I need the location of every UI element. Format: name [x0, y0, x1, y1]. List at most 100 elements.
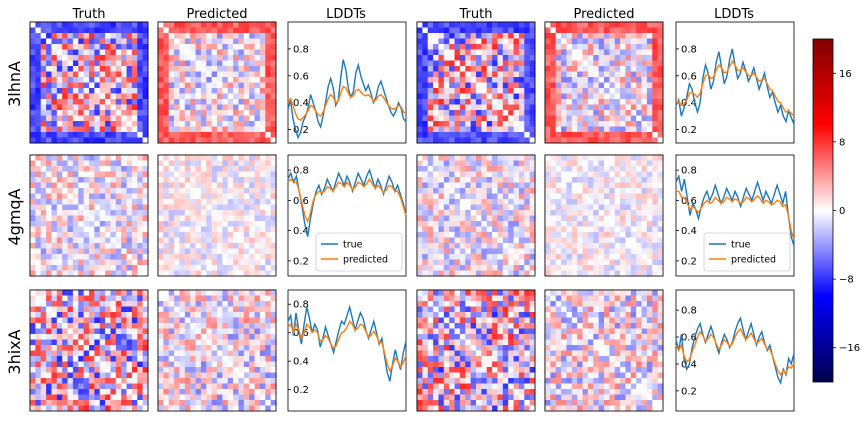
heatmap-cell	[131, 77, 138, 83]
heatmap-cell	[227, 121, 234, 127]
heatmap-cell	[587, 270, 594, 277]
heatmap-cell	[195, 400, 202, 406]
heatmap-cell	[227, 182, 234, 189]
heatmap-cell	[94, 226, 101, 233]
heatmap-cell	[168, 137, 175, 144]
heatmap-cell	[179, 323, 186, 329]
heatmap-cell	[67, 378, 74, 384]
heatmap-cell	[174, 270, 180, 277]
heatmap-cell	[35, 27, 42, 34]
heatmap-cell	[56, 221, 63, 227]
heatmap-cell	[465, 193, 471, 200]
heatmap-cell	[233, 405, 239, 412]
heatmap-cell	[604, 254, 610, 260]
heatmap-cell	[577, 93, 583, 100]
heatmap-cell	[72, 99, 79, 105]
heatmap-cell	[238, 60, 245, 67]
heatmap-cell	[566, 110, 573, 116]
heatmap-cell	[508, 215, 514, 222]
heatmap-cell	[524, 38, 530, 45]
heatmap-cell	[582, 254, 589, 260]
heatmap-cell	[211, 328, 218, 335]
heatmap-cell	[190, 115, 196, 122]
heatmap-cell	[94, 270, 101, 277]
heatmap-cell	[30, 248, 36, 255]
heatmap-cell	[529, 82, 536, 89]
heatmap-cell	[30, 405, 36, 412]
heatmap-cell	[513, 265, 520, 271]
heatmap-cell	[190, 22, 196, 28]
heatmap-cell	[270, 155, 277, 161]
heatmap-cell	[46, 126, 52, 133]
heatmap-cell	[67, 221, 74, 227]
heatmap-cell	[604, 110, 610, 116]
heatmap-cell	[593, 137, 599, 144]
heatmap-cell	[72, 155, 79, 161]
heatmap-cell	[529, 193, 536, 200]
heatmap-cell	[259, 306, 266, 313]
heatmap-cell	[518, 259, 525, 266]
heatmap-cell	[89, 248, 95, 255]
heatmap-cell	[470, 270, 477, 277]
heatmap-cell	[40, 254, 47, 260]
heatmap-cell	[195, 22, 202, 28]
heatmap-cell	[465, 104, 471, 111]
heatmap-cell	[89, 77, 95, 83]
heatmap-cell	[555, 126, 562, 133]
heatmap-cell	[206, 378, 212, 384]
heatmap-cell	[497, 82, 504, 89]
heatmap-cell	[625, 171, 632, 178]
heatmap-cell	[254, 93, 261, 100]
heatmap-cell	[254, 166, 261, 172]
heatmap-cell	[249, 312, 255, 318]
heatmap-cell	[259, 93, 266, 100]
heatmap-cell	[217, 232, 223, 238]
heatmap-cell	[577, 49, 583, 56]
heatmap-cell	[222, 301, 229, 307]
heatmap-cell	[571, 232, 578, 238]
heatmap-cell	[529, 237, 536, 244]
heatmap-cell	[571, 132, 578, 138]
heatmap-cell	[51, 199, 58, 205]
heatmap-cell	[443, 182, 450, 189]
heatmap-cell	[438, 270, 445, 277]
heatmap-cell	[83, 221, 90, 227]
heatmap-cell	[555, 221, 562, 227]
heatmap-cell	[657, 254, 664, 260]
heatmap-cell	[190, 33, 196, 39]
heatmap-cell	[502, 182, 509, 189]
heatmap-cell	[417, 372, 423, 379]
heatmap-cell	[62, 356, 68, 362]
heatmap-cell	[529, 38, 536, 45]
heatmap-cell	[30, 177, 36, 183]
heatmap-cell	[270, 367, 277, 373]
heatmap-cell	[83, 199, 90, 205]
heatmap-cell	[508, 27, 514, 34]
heatmap-cell	[545, 188, 551, 194]
heatmap-cell	[449, 204, 455, 211]
heatmap-cell	[652, 254, 658, 260]
heatmap-cell	[142, 226, 149, 233]
heatmap-cell	[83, 171, 90, 178]
heatmap-cell	[179, 27, 186, 34]
heatmap-cell	[465, 243, 471, 249]
heatmap-cell	[609, 221, 616, 227]
heatmap-cell	[200, 88, 207, 94]
heatmap-cell	[222, 345, 229, 351]
heatmap-cell	[163, 204, 170, 211]
heatmap-cell	[604, 77, 610, 83]
heatmap-cell	[502, 137, 509, 144]
heatmap-cell	[497, 259, 504, 266]
row-labels: 3lhnA 4gmqA 3hixA	[5, 61, 24, 375]
heatmap-cell	[222, 137, 229, 144]
heatmap-cell	[657, 166, 664, 172]
heatmap-cell	[587, 248, 594, 255]
heatmap-cell	[545, 104, 551, 111]
heatmap-cell	[51, 99, 58, 105]
heatmap-cell	[56, 328, 63, 335]
heatmap-cell	[486, 232, 493, 238]
heatmap-cell	[254, 110, 261, 116]
heatmap-cell	[217, 237, 223, 244]
heatmap-cell	[417, 254, 423, 260]
heatmap-cell	[217, 33, 223, 39]
